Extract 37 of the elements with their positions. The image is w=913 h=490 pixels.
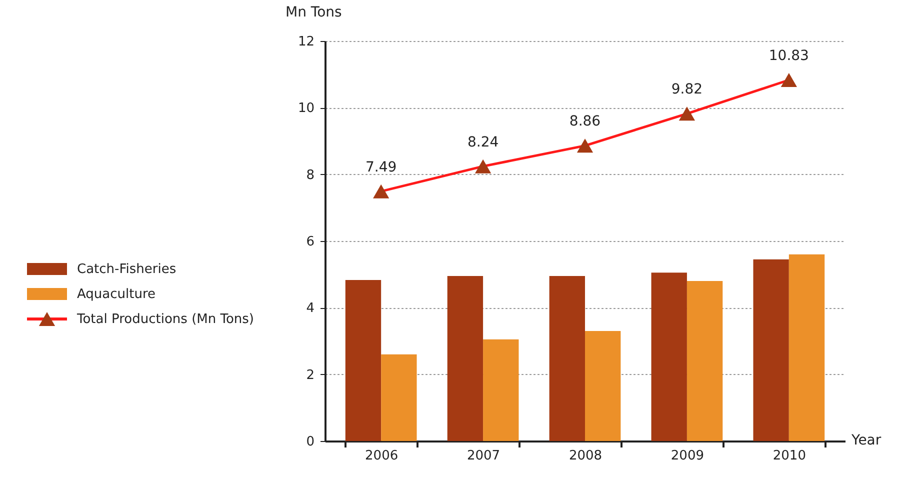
data-label: 9.82 <box>671 82 703 98</box>
bar <box>651 272 687 441</box>
data-label: 7.49 <box>365 159 397 176</box>
bar <box>788 254 825 441</box>
y-tick-label: 2 <box>306 368 314 383</box>
data-label: 8.86 <box>569 114 601 130</box>
bar <box>585 331 621 441</box>
data-label: 10.83 <box>768 48 809 64</box>
data-label: 8.24 <box>467 134 499 150</box>
legend-label: Catch-Fisheries <box>77 262 176 277</box>
bar <box>381 354 417 441</box>
y-axis-title: Mn Tons <box>286 4 342 20</box>
bar <box>753 259 789 441</box>
y-tick-label: 4 <box>306 301 314 316</box>
y-tick-label: 0 <box>306 434 314 450</box>
x-tick-label: 2006 <box>365 448 398 464</box>
y-tick-label: 8 <box>306 168 314 183</box>
point <box>576 138 594 153</box>
x-tick-label: 2009 <box>670 448 704 464</box>
y-tick-label: 12 <box>298 34 314 50</box>
bar <box>549 276 585 441</box>
bar <box>345 280 382 441</box>
point <box>780 73 797 87</box>
x-tick-label: 2008 <box>568 448 602 464</box>
bar <box>686 281 723 441</box>
point <box>678 106 696 121</box>
x-tick-label: 2010 <box>772 448 806 464</box>
legend-label: Aquaculture <box>77 287 156 302</box>
bar <box>447 276 484 441</box>
y-tick-label: 10 <box>298 101 314 116</box>
y-tick-label: 6 <box>306 234 314 250</box>
legend-label: Total Productions (Mn Tons) <box>76 312 254 327</box>
point <box>373 184 390 198</box>
point <box>474 159 492 174</box>
bar <box>483 339 519 441</box>
x-axis-title: Year <box>850 432 882 448</box>
x-tick-label: 2007 <box>466 448 500 464</box>
